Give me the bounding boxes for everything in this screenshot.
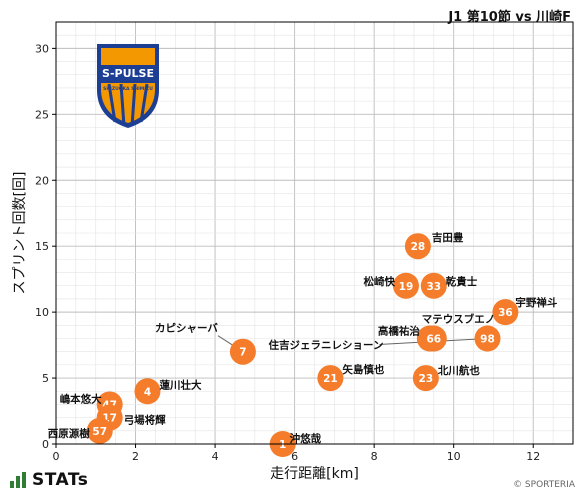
player-number: 98 xyxy=(480,334,495,346)
point-marker xyxy=(420,272,447,299)
player-number: 33 xyxy=(426,281,441,293)
x-tick-label: 0 xyxy=(53,450,60,463)
player-name-label: 西原源樹 xyxy=(48,427,90,440)
player-name-label: 沖悠哉 xyxy=(290,432,322,445)
player-number: 4 xyxy=(144,386,151,398)
player-number: 7 xyxy=(239,347,246,359)
player-number: 36 xyxy=(498,307,513,319)
player-point: 23 xyxy=(412,365,439,392)
player-name-label: 吉田豊 xyxy=(432,231,464,244)
x-tick-label: 4 xyxy=(212,450,219,463)
player-point: 33 xyxy=(420,272,447,299)
player-point: 36 xyxy=(492,299,519,326)
player-number: 23 xyxy=(419,373,434,385)
point-marker xyxy=(134,378,161,405)
point-marker xyxy=(229,338,256,365)
logo-text-top: S-PULSE xyxy=(102,67,154,80)
point-marker xyxy=(317,365,344,392)
point-marker xyxy=(404,233,431,260)
axis-ticks: 0 2 4 6 8 10 12 0 5 10 15 20 25 30 xyxy=(35,42,540,463)
y-tick-label: 5 xyxy=(42,372,49,385)
player-point: 21 xyxy=(317,365,344,392)
player-point: 4 xyxy=(134,378,161,405)
player-name-label: マテウスブエノ xyxy=(422,313,496,326)
player-number: 1 xyxy=(279,439,286,451)
chart-title: J1 第10節 vs 川崎F xyxy=(448,10,571,25)
player-point: 57 xyxy=(86,417,113,444)
logo-text-bottom: SHIZUOKA SHIMIZU xyxy=(103,86,153,92)
y-tick-label: 25 xyxy=(35,108,49,121)
x-tick-label: 12 xyxy=(526,450,540,463)
player-number: 57 xyxy=(92,426,107,438)
point-marker xyxy=(474,325,501,352)
copyright: © SPORTERIA xyxy=(513,480,575,490)
stats-bars-icon xyxy=(10,472,26,488)
point-marker xyxy=(420,325,447,352)
x-tick-label: 8 xyxy=(371,450,378,463)
player-name-label: 蓮川壮大 xyxy=(159,378,201,391)
player-point: 66 xyxy=(420,325,447,352)
player-name-label: 松崎快 xyxy=(363,275,395,288)
player-name-label: カピシャーバ xyxy=(155,323,218,335)
player-name-label: 嶋本悠大 xyxy=(60,392,102,405)
logo-band xyxy=(98,65,158,83)
player-number: 28 xyxy=(411,241,426,253)
y-tick-label: 0 xyxy=(42,438,49,451)
player-point: 7 xyxy=(229,338,256,365)
player-number: 66 xyxy=(426,334,441,346)
point-marker xyxy=(392,272,419,299)
x-tick-label: 10 xyxy=(447,450,461,463)
y-tick-label: 20 xyxy=(35,174,49,187)
y-tick-label: 30 xyxy=(35,42,49,55)
point-marker xyxy=(86,417,113,444)
player-number: 21 xyxy=(323,373,338,385)
player-name-label: 高橋祐治 xyxy=(378,325,420,338)
logo-stripes xyxy=(107,83,149,127)
player-point: 19 xyxy=(392,272,419,299)
player-point: 98 xyxy=(474,325,501,352)
stats-brand-text: STATs xyxy=(32,470,89,490)
y-tick-label: 15 xyxy=(35,240,49,253)
data-points: 28193336666987212344717571 xyxy=(86,233,519,457)
point-marker xyxy=(412,365,439,392)
player-name-label: 北川航也 xyxy=(438,364,480,377)
y-axis-label: スプリント回数[回] xyxy=(12,172,28,295)
player-number: 19 xyxy=(399,281,414,293)
y-tick-label: 10 xyxy=(35,306,49,319)
x-tick-label: 6 xyxy=(291,450,298,463)
stats-brand: STATs xyxy=(10,470,88,490)
player-point: 28 xyxy=(404,233,431,260)
x-axis-label: 走行距離[km] xyxy=(270,465,359,482)
plot-frame xyxy=(55,21,574,445)
player-name-label: 矢島慎也 xyxy=(342,363,384,376)
player-name-label: 住吉ジェラニレショーン xyxy=(269,339,384,352)
player-name-label: 弓場将輝 xyxy=(124,414,166,427)
x-tick-label: 2 xyxy=(132,450,139,463)
player-name-label: 乾貴士 xyxy=(446,275,478,288)
team-logo: S-PULSE SHIZUOKA SHIMIZU xyxy=(97,44,159,128)
point-marker xyxy=(492,299,519,326)
player-name-label: 宇野禅斗 xyxy=(515,296,557,309)
